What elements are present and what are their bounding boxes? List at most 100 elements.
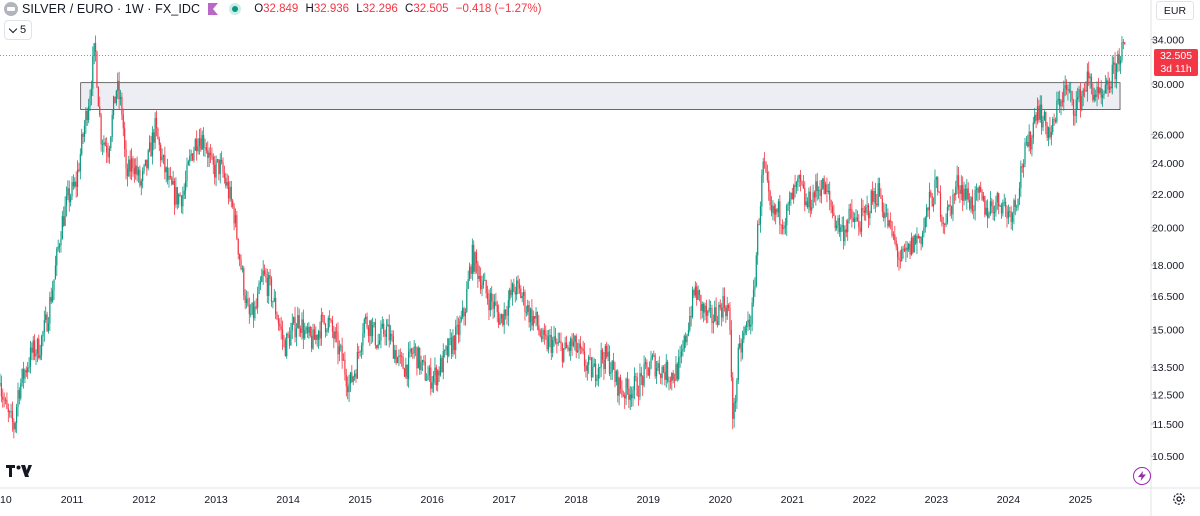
lightning-icon[interactable] — [1133, 467, 1151, 485]
candle-body — [194, 139, 196, 151]
candle-body — [794, 185, 796, 187]
candle-body — [153, 132, 155, 143]
candle-body — [142, 170, 144, 182]
candle-body — [603, 359, 605, 370]
candle-body — [248, 305, 250, 315]
candle-body — [139, 169, 141, 186]
candle-body — [239, 254, 241, 260]
candle — [1057, 91, 1059, 105]
candle — [136, 156, 138, 182]
candle — [420, 355, 422, 375]
candle — [1056, 91, 1058, 124]
high-value: 32.936 — [313, 3, 350, 15]
candle — [950, 205, 953, 219]
tradingview-logo-icon[interactable] — [6, 464, 32, 478]
candle — [1085, 81, 1087, 92]
candle-body — [406, 364, 408, 379]
candle-body — [160, 144, 162, 161]
candle-body — [412, 353, 414, 354]
candle — [1049, 116, 1051, 140]
resistance-zone-rect[interactable] — [80, 82, 1121, 110]
candle-body — [196, 139, 198, 152]
candle-body — [613, 360, 615, 370]
candle-body — [1082, 89, 1084, 96]
candle-body — [996, 193, 998, 202]
candle — [757, 220, 759, 265]
candle-body — [1118, 54, 1120, 65]
candle-body — [222, 162, 224, 174]
candle-body — [1115, 63, 1118, 80]
candle-body — [132, 158, 134, 169]
candle — [32, 336, 34, 361]
candle — [263, 264, 266, 277]
candle — [1059, 90, 1061, 113]
candle-body — [101, 144, 104, 146]
candle-body — [96, 51, 98, 88]
candle-body — [143, 165, 145, 171]
candle-body — [270, 278, 273, 303]
candle-body — [464, 311, 467, 317]
candle-body — [272, 301, 274, 303]
candle-body — [474, 252, 476, 272]
candle-body — [482, 280, 485, 285]
candle — [898, 251, 900, 271]
candle — [1034, 107, 1036, 125]
candle — [714, 300, 716, 323]
candle — [196, 130, 198, 161]
candle — [1095, 89, 1097, 102]
candle-body — [611, 360, 613, 372]
candle-body — [67, 188, 69, 196]
candle-body — [588, 357, 590, 365]
indicators-collapse-button[interactable]: 5 — [4, 20, 33, 40]
candle — [277, 314, 280, 331]
candle-body — [761, 174, 763, 207]
candle — [585, 359, 587, 378]
candle — [701, 301, 703, 319]
candle-body — [988, 213, 990, 219]
candle-body — [355, 373, 357, 379]
candle — [167, 158, 169, 185]
candle — [431, 376, 433, 393]
candle — [704, 302, 706, 321]
candle — [768, 171, 770, 201]
candle — [795, 181, 798, 194]
currency-button[interactable]: EUR — [1156, 1, 1194, 20]
candle-body — [880, 195, 882, 199]
candle-body — [791, 192, 793, 200]
candle-body — [164, 155, 166, 173]
symbol-title[interactable]: SILVER / EURO · 1W · FX_IDC — [22, 2, 201, 16]
candle-body — [219, 159, 221, 175]
y-tick-label: 15.000 — [1152, 325, 1184, 337]
silver-symbol-icon[interactable] — [4, 2, 18, 16]
candle — [1032, 116, 1034, 145]
candle-body — [826, 184, 828, 193]
candle — [1053, 113, 1055, 126]
candle — [800, 169, 802, 192]
candle-body — [1101, 95, 1104, 98]
candle-body — [277, 319, 280, 324]
candle-body — [326, 330, 328, 333]
gear-icon[interactable] — [1172, 492, 1186, 506]
candle-body — [356, 351, 358, 379]
candle-body — [122, 114, 124, 129]
candle-body — [842, 225, 845, 242]
candle-body — [935, 177, 937, 180]
candle — [482, 273, 485, 289]
candle — [291, 313, 293, 339]
candle-body — [76, 169, 79, 187]
candle — [215, 155, 217, 187]
flag-icon[interactable] — [208, 3, 219, 15]
candle-body — [60, 239, 62, 246]
candle — [187, 159, 189, 166]
candle-body — [672, 373, 674, 380]
candle — [473, 240, 475, 275]
candle-body — [362, 333, 364, 346]
candle — [867, 203, 870, 228]
candle-body — [506, 315, 508, 317]
candle-body — [647, 367, 649, 376]
candle — [535, 307, 537, 327]
candle-body — [643, 364, 645, 386]
candle — [172, 170, 174, 185]
candle-body — [208, 152, 210, 158]
